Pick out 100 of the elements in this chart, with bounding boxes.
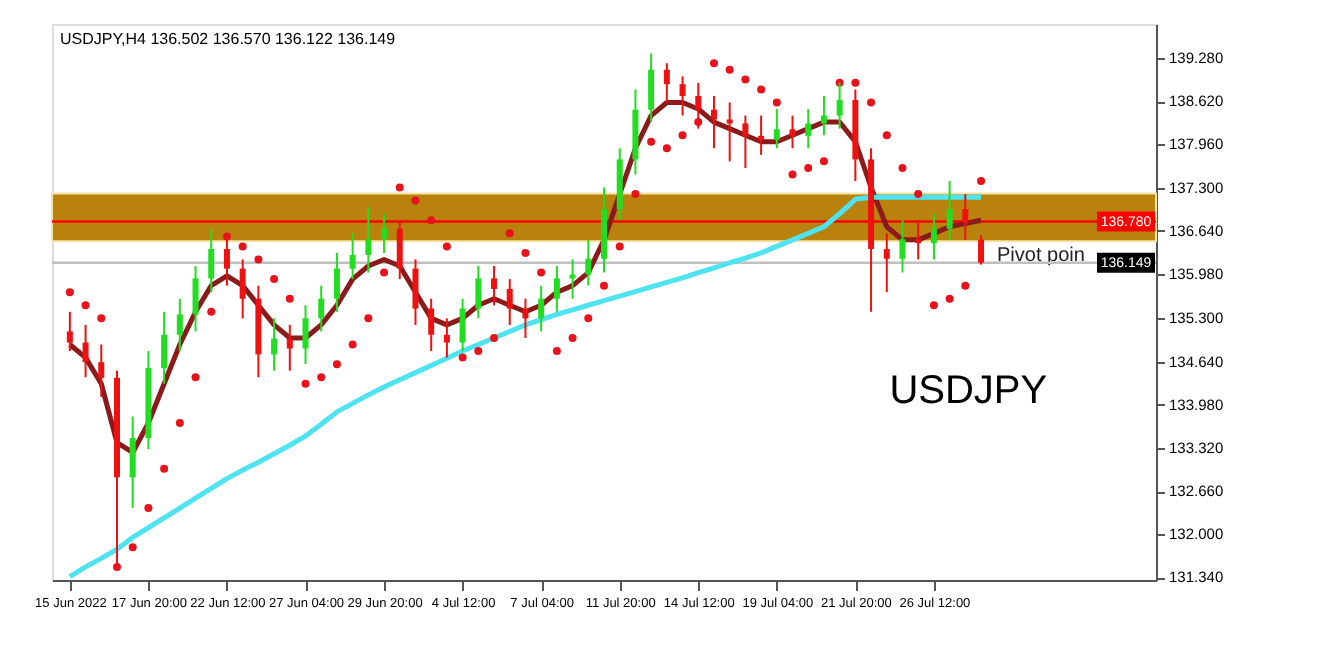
point: [348, 340, 357, 349]
candlestick: [176, 297, 183, 353]
candlestick: [978, 234, 985, 266]
candlestick: [381, 212, 388, 254]
candlestick: [962, 193, 969, 241]
point: [270, 275, 279, 284]
candlestick: [758, 114, 765, 156]
point: [222, 232, 231, 241]
point: [757, 85, 766, 94]
point: [238, 242, 247, 251]
candlestick: [239, 258, 246, 320]
candlestick: [553, 265, 560, 313]
point: [317, 373, 326, 382]
point: [615, 242, 624, 251]
candlestick: [412, 258, 419, 326]
point: [600, 281, 608, 290]
candlestick: [396, 219, 403, 281]
candlestick: [585, 238, 592, 287]
point: [725, 65, 734, 74]
candlestick: [506, 278, 513, 326]
candlestick: [710, 94, 717, 150]
point: [505, 229, 514, 238]
point: [914, 190, 923, 199]
point: [301, 379, 310, 388]
point: [804, 163, 813, 172]
point: [741, 75, 750, 84]
point: [961, 281, 970, 290]
point: [65, 288, 74, 297]
point: [81, 301, 90, 310]
point: [160, 464, 169, 473]
candlestick: [475, 265, 482, 320]
annotation: USDJPY: [889, 368, 1048, 413]
point: [552, 347, 561, 356]
candlestick: [318, 284, 325, 333]
candlestick: [663, 62, 670, 104]
candlestick: [161, 310, 168, 385]
candlestick: [443, 317, 450, 359]
point: [191, 373, 200, 382]
candlestick: [836, 81, 843, 130]
point: [882, 131, 891, 140]
point: [427, 216, 436, 225]
candlestick: [522, 297, 529, 339]
candlestick: [302, 304, 309, 366]
point: [144, 504, 153, 513]
candlestick: [129, 415, 136, 510]
candlestick: [883, 232, 890, 294]
point: [537, 268, 546, 277]
band-label: Pivot poin: [997, 245, 1085, 268]
candlestick: [538, 284, 545, 333]
point: [128, 543, 137, 552]
point: [395, 183, 404, 192]
candlestick: [333, 251, 340, 313]
point: [929, 301, 938, 310]
candlestick: [98, 343, 105, 398]
point: [851, 78, 860, 87]
point: [584, 314, 593, 323]
point: [442, 242, 451, 251]
candlestick: [899, 219, 906, 274]
candlestick: [208, 227, 215, 294]
point: [207, 307, 216, 316]
point: [819, 157, 828, 166]
point: [332, 360, 341, 369]
point: [458, 353, 467, 362]
candlestick: [915, 219, 922, 261]
point: [112, 562, 121, 571]
candlestick: [930, 212, 937, 261]
candlestick: [648, 52, 655, 124]
point: [568, 333, 577, 342]
point: [490, 333, 499, 342]
candlestick: [428, 297, 435, 353]
point: [662, 144, 671, 153]
candlestick: [459, 297, 466, 353]
point: [97, 314, 106, 323]
candlestick: [491, 265, 498, 307]
point: [709, 59, 718, 68]
point: [285, 294, 294, 303]
point: [945, 294, 954, 303]
point: [175, 419, 184, 427]
point: [977, 177, 986, 185]
point: [380, 268, 389, 277]
point: [867, 98, 876, 107]
point: [254, 255, 263, 264]
candlestick: [742, 114, 749, 169]
point: [411, 196, 420, 205]
point: [474, 347, 483, 356]
point: [521, 248, 530, 257]
candlestick: [679, 75, 686, 117]
point: [678, 131, 687, 140]
chart-title: USDJPY,H4 136.502 136.570 136.122 136.149: [60, 30, 397, 48]
point: [898, 163, 907, 172]
point: [364, 314, 373, 323]
candlestick: [271, 317, 278, 372]
point: [772, 98, 781, 107]
candlestick: [66, 310, 73, 353]
point: [631, 190, 640, 199]
point: [788, 170, 797, 179]
candlestick: [192, 265, 199, 333]
candlestick: [805, 108, 812, 150]
candlestick: [946, 179, 953, 241]
candlestick: [286, 323, 293, 372]
